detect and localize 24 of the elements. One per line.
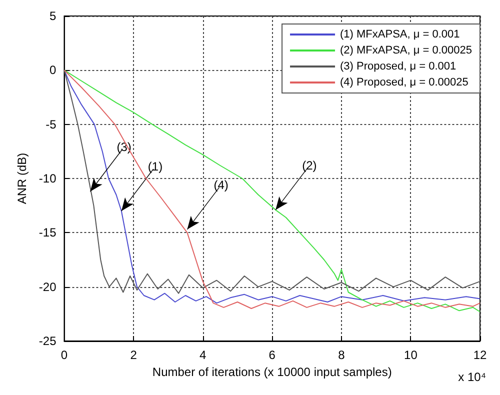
annotation: (2) xyxy=(302,158,317,173)
legend-label: (4) Proposed, μ = 0.00025 xyxy=(340,76,468,88)
y-tick-label: -10 xyxy=(38,172,57,186)
y-tick-label: -25 xyxy=(38,334,57,348)
y-axis-title: ANR (dB) xyxy=(15,152,29,204)
x-tick-label: 0 xyxy=(60,348,68,362)
x-tick-label: 4 xyxy=(199,348,206,362)
legend-label: (2) MFxAPSA, μ = 0.00025 xyxy=(340,44,472,56)
y-tick-label: -15 xyxy=(38,226,57,240)
x-tick-label: 12 xyxy=(473,348,487,362)
legend-label: (1) MFxAPSA, μ = 0.001 xyxy=(340,28,460,40)
annotation: (4) xyxy=(214,178,228,192)
x-tick-label: 2 xyxy=(130,348,138,362)
annotation: (1) xyxy=(148,160,163,174)
text: x 10⁴ xyxy=(458,370,486,384)
y-tick-label: -5 xyxy=(46,117,57,132)
x-tick-label: 6 xyxy=(268,348,276,362)
y-tick-label: 0 xyxy=(50,63,57,78)
y-tick-label: 5 xyxy=(50,9,57,23)
x-axis-title: Number of iterations (x 10000 input samples) xyxy=(152,364,392,379)
x-tick-label: 8 xyxy=(338,348,346,362)
y-tick-label: -20 xyxy=(38,280,57,294)
legend-label: (3) Proposed, μ = 0.001 xyxy=(340,60,456,72)
x-tick-label: 10 xyxy=(404,348,418,362)
